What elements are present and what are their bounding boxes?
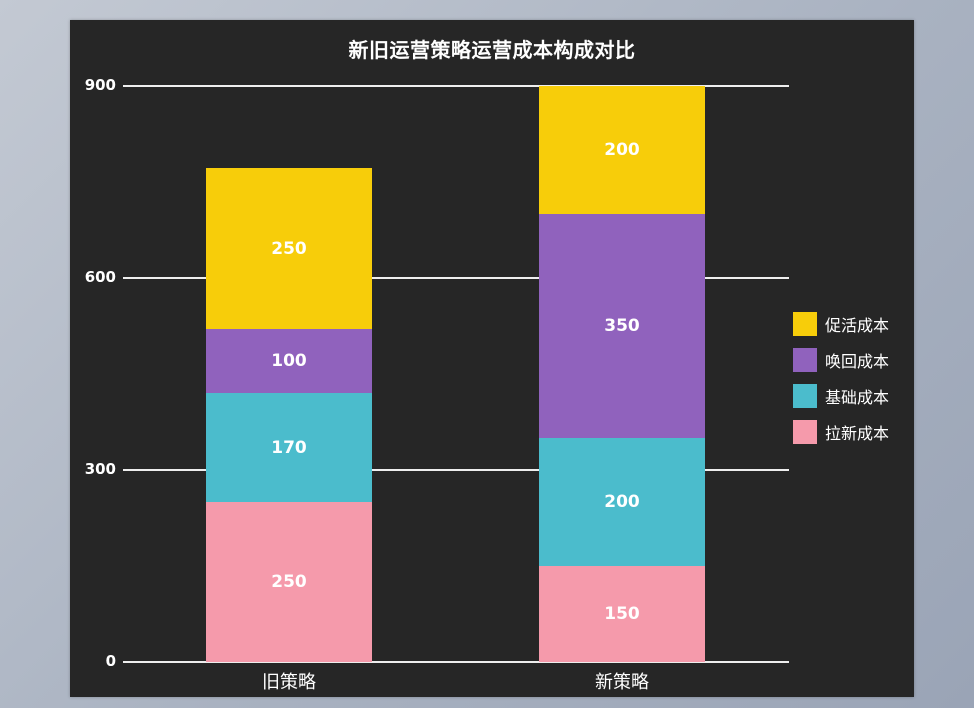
value-label: 250 xyxy=(271,572,307,592)
ytick-600: 600 xyxy=(84,268,116,286)
bar-new-strategy: 200 350 200 150 xyxy=(539,20,705,662)
legend-label: 促活成本 xyxy=(825,316,890,335)
gridline-600 xyxy=(123,277,789,279)
bar-old-strategy: 250 100 170 250 xyxy=(206,20,372,662)
legend-label: 拉新成本 xyxy=(825,424,890,443)
segment-new-pull-new: 150 xyxy=(539,566,705,662)
legend-swatch-pink-icon xyxy=(793,420,817,444)
ytick-300: 300 xyxy=(84,460,116,478)
chart-legend: 促活成本 唤回成本 基础成本 拉新成本 xyxy=(793,306,889,450)
segment-old-activate: 250 xyxy=(206,168,372,329)
segment-new-activate: 200 xyxy=(539,86,705,214)
legend-swatch-yellow-icon xyxy=(793,312,817,336)
value-label: 200 xyxy=(604,140,640,160)
legend-label: 唤回成本 xyxy=(825,352,890,371)
segment-new-basic: 200 xyxy=(539,438,705,566)
legend-item-pull-new[interactable]: 拉新成本 xyxy=(793,414,889,450)
gridline-900 xyxy=(123,85,789,87)
gridline-0 xyxy=(123,661,789,663)
gridline-300 xyxy=(123,469,789,471)
ytick-0: 0 xyxy=(105,652,116,670)
value-label: 170 xyxy=(271,437,307,458)
segment-old-basic: 170 xyxy=(206,393,372,502)
ytick-900: 900 xyxy=(84,76,116,94)
value-label: 100 xyxy=(271,351,307,371)
legend-item-recall[interactable]: 唤回成本 xyxy=(793,342,889,378)
legend-label: 基础成本 xyxy=(825,388,890,407)
chart-title: 新旧运营策略运营成本构成对比 xyxy=(348,38,636,62)
legend-swatch-purple-icon xyxy=(793,348,817,372)
value-label: 200 xyxy=(604,492,640,512)
legend-item-activate[interactable]: 促活成本 xyxy=(793,306,889,342)
segment-new-recall: 350 xyxy=(539,214,705,438)
segment-old-pull-new: 250 xyxy=(206,502,372,662)
segment-old-recall: 100 xyxy=(206,329,372,393)
value-label: 350 xyxy=(604,316,640,336)
chart-panel: 新旧运营策略运营成本构成对比 900 600 300 0 250 100 170… xyxy=(70,20,914,697)
xlabel-new-strategy: 新策略 xyxy=(595,672,649,693)
value-label: 150 xyxy=(604,604,640,624)
legend-swatch-cyan-icon xyxy=(793,384,817,408)
xlabel-old-strategy: 旧策略 xyxy=(262,672,316,693)
legend-item-basic[interactable]: 基础成本 xyxy=(793,378,889,414)
value-label: 250 xyxy=(271,238,307,259)
